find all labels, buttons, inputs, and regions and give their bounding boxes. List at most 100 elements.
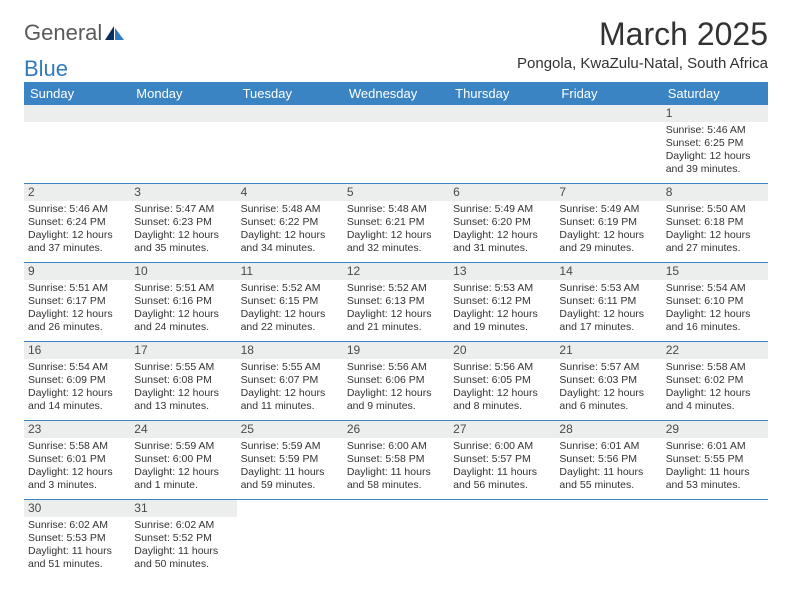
daylight-text-2: and 53 minutes. xyxy=(666,479,764,492)
day-body: Sunrise: 5:48 AMSunset: 6:21 PMDaylight:… xyxy=(343,203,449,258)
sunset-text: Sunset: 6:09 PM xyxy=(28,374,126,387)
daylight-text-2: and 59 minutes. xyxy=(241,479,339,492)
calendar-cell: 21Sunrise: 5:57 AMSunset: 6:03 PMDayligh… xyxy=(555,342,661,420)
calendar-cell: 10Sunrise: 5:51 AMSunset: 6:16 PMDayligh… xyxy=(130,263,236,341)
calendar-cell: 19Sunrise: 5:56 AMSunset: 6:06 PMDayligh… xyxy=(343,342,449,420)
calendar-cell xyxy=(449,500,555,578)
daylight-text-1: Daylight: 11 hours xyxy=(453,466,551,479)
dayname-friday: Friday xyxy=(555,82,661,105)
month-title: March 2025 xyxy=(517,16,768,53)
calendar-cell: 20Sunrise: 5:56 AMSunset: 6:05 PMDayligh… xyxy=(449,342,555,420)
daylight-text-1: Daylight: 12 hours xyxy=(559,308,657,321)
daylight-text-2: and 51 minutes. xyxy=(28,558,126,571)
daylight-text-1: Daylight: 12 hours xyxy=(347,229,445,242)
sunset-text: Sunset: 6:23 PM xyxy=(134,216,232,229)
day-body: Sunrise: 5:52 AMSunset: 6:13 PMDaylight:… xyxy=(343,282,449,337)
sunset-text: Sunset: 6:06 PM xyxy=(347,374,445,387)
daylight-text-1: Daylight: 12 hours xyxy=(559,387,657,400)
daylight-text-2: and 4 minutes. xyxy=(666,400,764,413)
daylight-text-2: and 39 minutes. xyxy=(666,163,764,176)
day-number xyxy=(555,500,661,517)
sunset-text: Sunset: 6:08 PM xyxy=(134,374,232,387)
sunset-text: Sunset: 5:56 PM xyxy=(559,453,657,466)
day-body: Sunrise: 5:57 AMSunset: 6:03 PMDaylight:… xyxy=(555,361,661,416)
sunset-text: Sunset: 5:57 PM xyxy=(453,453,551,466)
day-number: 28 xyxy=(555,421,661,438)
daylight-text-2: and 56 minutes. xyxy=(453,479,551,492)
daylight-text-1: Daylight: 11 hours xyxy=(559,466,657,479)
calendar-cell: 17Sunrise: 5:55 AMSunset: 6:08 PMDayligh… xyxy=(130,342,236,420)
daylight-text-2: and 58 minutes. xyxy=(347,479,445,492)
dayname-wednesday: Wednesday xyxy=(343,82,449,105)
daylight-text-1: Daylight: 12 hours xyxy=(347,308,445,321)
day-number xyxy=(24,105,130,122)
sunset-text: Sunset: 6:12 PM xyxy=(453,295,551,308)
daylight-text-1: Daylight: 12 hours xyxy=(666,308,764,321)
sunrise-text: Sunrise: 6:00 AM xyxy=(453,440,551,453)
daylight-text-1: Daylight: 12 hours xyxy=(28,466,126,479)
daylight-text-2: and 27 minutes. xyxy=(666,242,764,255)
calendar-cell xyxy=(130,105,236,183)
daylight-text-1: Daylight: 12 hours xyxy=(134,308,232,321)
day-number: 3 xyxy=(130,184,236,201)
daylight-text-2: and 11 minutes. xyxy=(241,400,339,413)
daylight-text-1: Daylight: 12 hours xyxy=(134,229,232,242)
calendar-cell: 30Sunrise: 6:02 AMSunset: 5:53 PMDayligh… xyxy=(24,500,130,578)
calendar-cell: 29Sunrise: 6:01 AMSunset: 5:55 PMDayligh… xyxy=(662,421,768,499)
dayname-tuesday: Tuesday xyxy=(237,82,343,105)
day-body: Sunrise: 6:00 AMSunset: 5:58 PMDaylight:… xyxy=(343,440,449,495)
calendar-cell: 9Sunrise: 5:51 AMSunset: 6:17 PMDaylight… xyxy=(24,263,130,341)
dayname-saturday: Saturday xyxy=(662,82,768,105)
calendar-cell: 7Sunrise: 5:49 AMSunset: 6:19 PMDaylight… xyxy=(555,184,661,262)
daylight-text-2: and 35 minutes. xyxy=(134,242,232,255)
daylight-text-2: and 14 minutes. xyxy=(28,400,126,413)
daylight-text-2: and 13 minutes. xyxy=(134,400,232,413)
calendar-week: 30Sunrise: 6:02 AMSunset: 5:53 PMDayligh… xyxy=(24,500,768,578)
sunrise-text: Sunrise: 5:47 AM xyxy=(134,203,232,216)
day-number: 26 xyxy=(343,421,449,438)
calendar-cell: 13Sunrise: 5:53 AMSunset: 6:12 PMDayligh… xyxy=(449,263,555,341)
daylight-text-2: and 55 minutes. xyxy=(559,479,657,492)
calendar-cell: 24Sunrise: 5:59 AMSunset: 6:00 PMDayligh… xyxy=(130,421,236,499)
sunrise-text: Sunrise: 5:58 AM xyxy=(666,361,764,374)
day-number xyxy=(449,500,555,517)
day-body: Sunrise: 5:54 AMSunset: 6:09 PMDaylight:… xyxy=(24,361,130,416)
sunset-text: Sunset: 5:53 PM xyxy=(28,532,126,545)
calendar-cell: 15Sunrise: 5:54 AMSunset: 6:10 PMDayligh… xyxy=(662,263,768,341)
sunrise-text: Sunrise: 5:53 AM xyxy=(453,282,551,295)
calendar-cell: 25Sunrise: 5:59 AMSunset: 5:59 PMDayligh… xyxy=(237,421,343,499)
daylight-text-1: Daylight: 11 hours xyxy=(134,545,232,558)
calendar-cell xyxy=(237,105,343,183)
day-number: 2 xyxy=(24,184,130,201)
day-body: Sunrise: 6:01 AMSunset: 5:55 PMDaylight:… xyxy=(662,440,768,495)
day-number: 6 xyxy=(449,184,555,201)
calendar-cell xyxy=(449,105,555,183)
day-number: 13 xyxy=(449,263,555,280)
day-body: Sunrise: 5:56 AMSunset: 6:05 PMDaylight:… xyxy=(449,361,555,416)
day-number xyxy=(237,500,343,517)
sunset-text: Sunset: 6:16 PM xyxy=(134,295,232,308)
sunset-text: Sunset: 6:17 PM xyxy=(28,295,126,308)
calendar-cell: 14Sunrise: 5:53 AMSunset: 6:11 PMDayligh… xyxy=(555,263,661,341)
dayname-row: Sunday Monday Tuesday Wednesday Thursday… xyxy=(24,82,768,105)
day-body: Sunrise: 5:54 AMSunset: 6:10 PMDaylight:… xyxy=(662,282,768,337)
calendar: Sunday Monday Tuesday Wednesday Thursday… xyxy=(24,82,768,578)
calendar-week: 1Sunrise: 5:46 AMSunset: 6:25 PMDaylight… xyxy=(24,105,768,184)
sunset-text: Sunset: 6:13 PM xyxy=(347,295,445,308)
sunrise-text: Sunrise: 5:46 AM xyxy=(28,203,126,216)
calendar-cell: 16Sunrise: 5:54 AMSunset: 6:09 PMDayligh… xyxy=(24,342,130,420)
sunrise-text: Sunrise: 5:51 AM xyxy=(134,282,232,295)
day-number: 31 xyxy=(130,500,236,517)
day-number: 18 xyxy=(237,342,343,359)
day-number: 7 xyxy=(555,184,661,201)
calendar-week: 2Sunrise: 5:46 AMSunset: 6:24 PMDaylight… xyxy=(24,184,768,263)
daylight-text-1: Daylight: 12 hours xyxy=(453,229,551,242)
calendar-cell xyxy=(237,500,343,578)
day-number: 8 xyxy=(662,184,768,201)
calendar-week: 23Sunrise: 5:58 AMSunset: 6:01 PMDayligh… xyxy=(24,421,768,500)
daylight-text-1: Daylight: 12 hours xyxy=(347,387,445,400)
logo: General xyxy=(24,16,128,48)
day-body: Sunrise: 6:01 AMSunset: 5:56 PMDaylight:… xyxy=(555,440,661,495)
daylight-text-1: Daylight: 12 hours xyxy=(559,229,657,242)
day-body: Sunrise: 5:47 AMSunset: 6:23 PMDaylight:… xyxy=(130,203,236,258)
